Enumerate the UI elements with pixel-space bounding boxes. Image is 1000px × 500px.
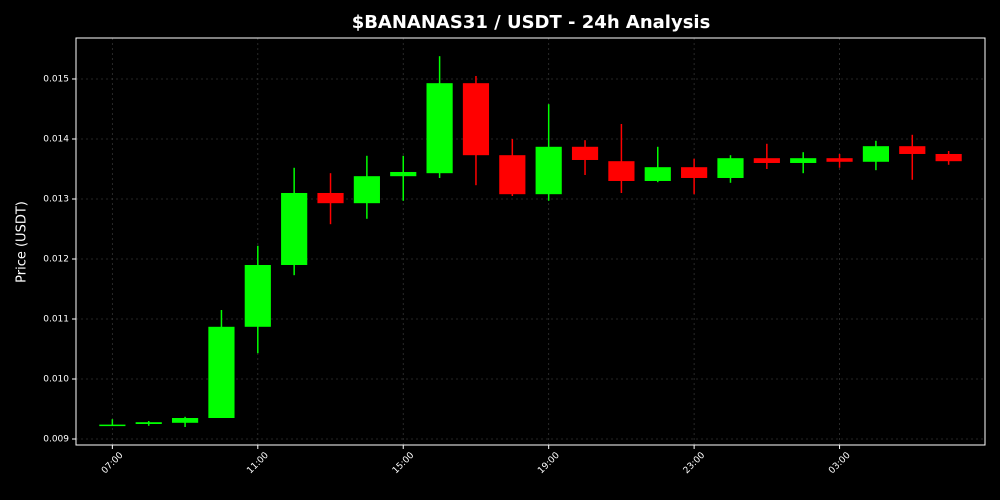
y-tick-label: 0.012 <box>43 254 69 264</box>
candle-body <box>426 83 453 174</box>
candle-body <box>317 192 344 204</box>
y-tick-label: 0.010 <box>43 374 69 384</box>
candle-body <box>244 264 271 327</box>
chart-title: $BANANAS31 / USDT - 24h Analysis <box>352 12 711 33</box>
candle-body <box>644 167 671 181</box>
y-tick-label: 0.014 <box>43 134 69 144</box>
y-axis-label: Price (USDT) <box>15 201 30 283</box>
candle-body <box>717 158 744 178</box>
candle-body <box>390 171 417 177</box>
candle-body <box>353 176 380 204</box>
y-tick-label: 0.009 <box>43 434 69 444</box>
plot-frame <box>75 37 986 446</box>
candle-body <box>571 146 599 160</box>
candle-body <box>753 158 780 163</box>
candle-body <box>499 155 526 195</box>
candle-body <box>535 146 562 195</box>
candle-body <box>862 146 890 162</box>
y-tick-label: 0.013 <box>43 194 69 204</box>
candle-body <box>208 326 235 418</box>
y-tick-label: 0.015 <box>43 74 69 84</box>
candle-body <box>135 422 162 424</box>
candle-body <box>281 192 308 265</box>
candle-body <box>681 167 708 178</box>
candle-body <box>935 153 962 162</box>
candle-body <box>899 146 926 154</box>
candle-body <box>99 424 126 427</box>
y-tick-label: 0.011 <box>43 314 69 324</box>
candle-body <box>462 83 490 156</box>
candle-body <box>608 161 635 181</box>
candle-body <box>826 158 853 162</box>
candle-body <box>790 158 817 163</box>
candle-body <box>171 417 199 423</box>
